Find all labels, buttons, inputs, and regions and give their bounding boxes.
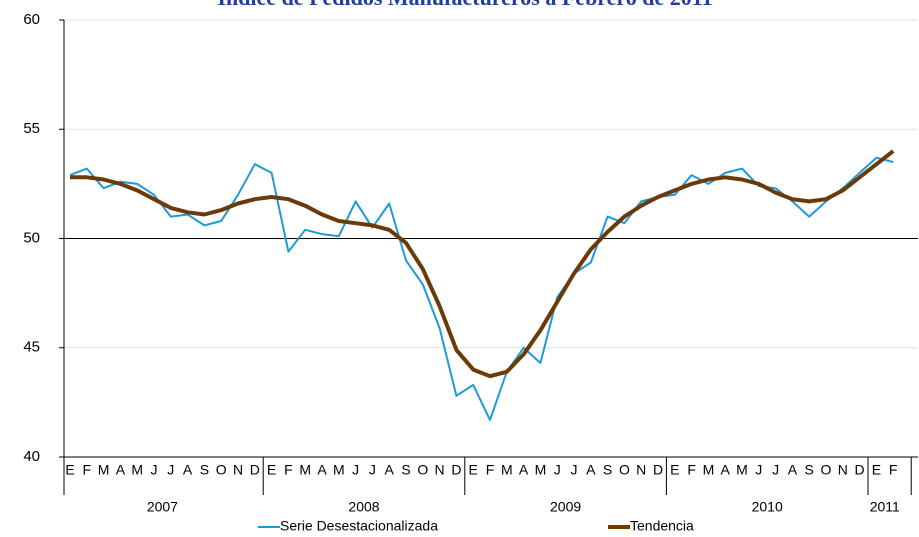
x-tick-label: D bbox=[653, 462, 663, 478]
x-tick-label: M bbox=[736, 462, 748, 478]
year-label: 2009 bbox=[550, 499, 581, 515]
x-tick-label: A bbox=[183, 462, 193, 478]
x-tick-label: J bbox=[151, 462, 158, 478]
x-tick-label: M bbox=[501, 462, 513, 478]
y-tick-label: 45 bbox=[23, 339, 40, 356]
x-tick-label: A bbox=[385, 462, 395, 478]
x-tick-label: J bbox=[369, 462, 376, 478]
x-tick-label: J bbox=[755, 462, 762, 478]
x-tick-label: O bbox=[417, 462, 428, 478]
year-label: 2010 bbox=[752, 499, 783, 515]
x-tick-label: A bbox=[721, 462, 731, 478]
x-tick-label: N bbox=[838, 462, 848, 478]
x-tick-label: M bbox=[299, 462, 311, 478]
y-tick-label: 50 bbox=[23, 229, 40, 246]
legend-label: Serie Desestacionalizada bbox=[280, 518, 438, 534]
y-tick-label: 60 bbox=[23, 11, 40, 28]
x-tick-label: A bbox=[519, 462, 529, 478]
year-label: 2008 bbox=[348, 499, 379, 515]
x-tick-label: J bbox=[352, 462, 359, 478]
x-tick-label: A bbox=[586, 462, 596, 478]
x-tick-label: O bbox=[619, 462, 630, 478]
x-tick-label: S bbox=[401, 462, 410, 478]
y-tick-label: 40 bbox=[23, 448, 40, 465]
x-tick-label: E bbox=[65, 462, 74, 478]
x-tick-label: F bbox=[889, 462, 898, 478]
x-tick-label: M bbox=[703, 462, 715, 478]
year-label: 2007 bbox=[147, 499, 178, 515]
x-tick-label: E bbox=[267, 462, 276, 478]
x-tick-label: N bbox=[233, 462, 243, 478]
series-line bbox=[70, 149, 895, 379]
x-tick-label: D bbox=[855, 462, 865, 478]
x-tick-label: J bbox=[571, 462, 578, 478]
year-label: 2011 bbox=[870, 499, 900, 515]
x-tick-label: N bbox=[636, 462, 646, 478]
x-tick-label: M bbox=[131, 462, 143, 478]
x-tick-label: J bbox=[772, 462, 779, 478]
x-tick-label: O bbox=[216, 462, 227, 478]
x-tick-label: E bbox=[670, 462, 679, 478]
x-tick-label: M bbox=[535, 462, 547, 478]
x-tick-label: F bbox=[486, 462, 495, 478]
legend-label: Tendencia bbox=[630, 518, 694, 534]
x-tick-label: J bbox=[554, 462, 561, 478]
x-tick-label: E bbox=[469, 462, 478, 478]
y-tick-label: 55 bbox=[23, 120, 40, 137]
x-tick-label: O bbox=[821, 462, 832, 478]
chart-title: Índice de Pedidos Manufactureros a Febre… bbox=[217, 0, 712, 10]
x-tick-label: F bbox=[284, 462, 293, 478]
x-tick-label: E bbox=[872, 462, 881, 478]
x-tick-label: S bbox=[200, 462, 209, 478]
x-tick-label: A bbox=[317, 462, 327, 478]
x-tick-label: A bbox=[116, 462, 126, 478]
x-tick-label: J bbox=[167, 462, 174, 478]
x-tick-label: S bbox=[603, 462, 612, 478]
x-tick-label: S bbox=[805, 462, 814, 478]
x-tick-label: F bbox=[687, 462, 696, 478]
x-tick-label: M bbox=[98, 462, 110, 478]
x-tick-label: N bbox=[435, 462, 445, 478]
series-line bbox=[69, 156, 894, 421]
x-tick-label: D bbox=[250, 462, 260, 478]
x-tick-label: D bbox=[451, 462, 461, 478]
x-tick-label: A bbox=[788, 462, 798, 478]
x-tick-label: M bbox=[333, 462, 345, 478]
x-tick-label: F bbox=[83, 462, 92, 478]
